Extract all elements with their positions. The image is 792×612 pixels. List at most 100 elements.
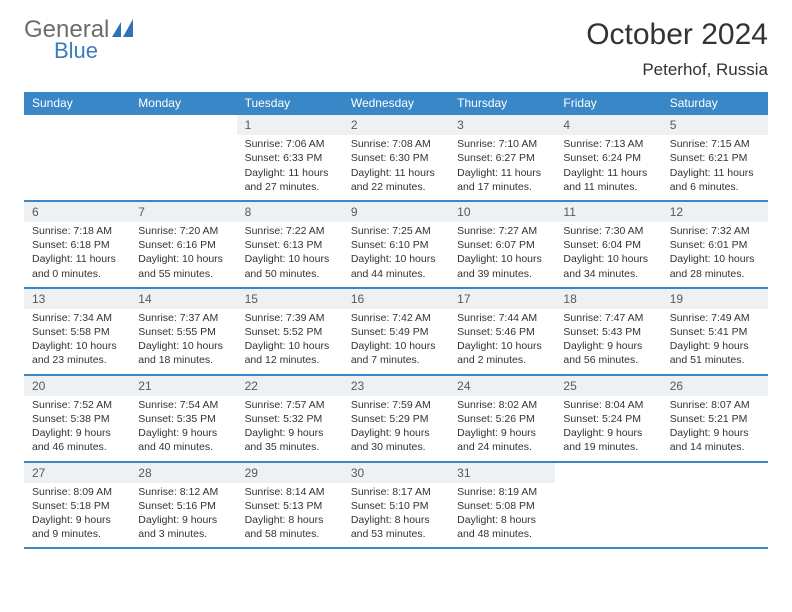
sunset-line: Sunset: 6:01 PM bbox=[670, 238, 760, 252]
sunset-line: Sunset: 5:24 PM bbox=[563, 412, 653, 426]
sunset-line: Sunset: 6:04 PM bbox=[563, 238, 653, 252]
sunset-line: Sunset: 5:41 PM bbox=[670, 325, 760, 339]
cell-body: Sunrise: 7:22 AMSunset: 6:13 PMDaylight:… bbox=[237, 222, 343, 287]
cell-body: Sunrise: 7:15 AMSunset: 6:21 PMDaylight:… bbox=[662, 135, 768, 200]
calendar-cell: 11Sunrise: 7:30 AMSunset: 6:04 PMDayligh… bbox=[555, 202, 661, 287]
calendar-cell: 30Sunrise: 8:17 AMSunset: 5:10 PMDayligh… bbox=[343, 463, 449, 548]
cell-body: Sunrise: 8:07 AMSunset: 5:21 PMDaylight:… bbox=[662, 396, 768, 461]
calendar-cell: 22Sunrise: 7:57 AMSunset: 5:32 PMDayligh… bbox=[237, 376, 343, 461]
sunrise-line: Sunrise: 7:52 AM bbox=[32, 398, 122, 412]
cell-body: Sunrise: 8:17 AMSunset: 5:10 PMDaylight:… bbox=[343, 483, 449, 548]
sunset-line: Sunset: 6:16 PM bbox=[138, 238, 228, 252]
calendar-cell: 28Sunrise: 8:12 AMSunset: 5:16 PMDayligh… bbox=[130, 463, 236, 548]
daylight-line: Daylight: 9 hours and 56 minutes. bbox=[563, 339, 653, 367]
weekday-header: Tuesday bbox=[237, 92, 343, 115]
daylight-line: Daylight: 10 hours and 23 minutes. bbox=[32, 339, 122, 367]
sunrise-line: Sunrise: 7:57 AM bbox=[245, 398, 335, 412]
date-number: 17 bbox=[449, 289, 555, 309]
sunset-line: Sunset: 6:33 PM bbox=[245, 151, 335, 165]
date-number: 28 bbox=[130, 463, 236, 483]
date-number: 23 bbox=[343, 376, 449, 396]
date-number: 9 bbox=[343, 202, 449, 222]
calendar-week: 13Sunrise: 7:34 AMSunset: 5:58 PMDayligh… bbox=[24, 289, 768, 376]
cell-body: Sunrise: 7:57 AMSunset: 5:32 PMDaylight:… bbox=[237, 396, 343, 461]
calendar: SundayMondayTuesdayWednesdayThursdayFrid… bbox=[24, 92, 768, 549]
cell-body: Sunrise: 8:09 AMSunset: 5:18 PMDaylight:… bbox=[24, 483, 130, 548]
date-number: 18 bbox=[555, 289, 661, 309]
date-number: 13 bbox=[24, 289, 130, 309]
brand-name-bottom: Blue bbox=[54, 38, 134, 64]
sunrise-line: Sunrise: 7:25 AM bbox=[351, 224, 441, 238]
daylight-line: Daylight: 11 hours and 11 minutes. bbox=[563, 166, 653, 194]
sunrise-line: Sunrise: 7:32 AM bbox=[670, 224, 760, 238]
cell-body: Sunrise: 7:30 AMSunset: 6:04 PMDaylight:… bbox=[555, 222, 661, 287]
calendar-cell: 14Sunrise: 7:37 AMSunset: 5:55 PMDayligh… bbox=[130, 289, 236, 374]
calendar-cell: 12Sunrise: 7:32 AMSunset: 6:01 PMDayligh… bbox=[662, 202, 768, 287]
month-title: October 2024 bbox=[586, 18, 768, 52]
cell-body: Sunrise: 7:18 AMSunset: 6:18 PMDaylight:… bbox=[24, 222, 130, 287]
calendar-cell: 21Sunrise: 7:54 AMSunset: 5:35 PMDayligh… bbox=[130, 376, 236, 461]
date-number: 31 bbox=[449, 463, 555, 483]
cell-body: Sunrise: 7:08 AMSunset: 6:30 PMDaylight:… bbox=[343, 135, 449, 200]
date-number: 2 bbox=[343, 115, 449, 135]
daylight-line: Daylight: 10 hours and 7 minutes. bbox=[351, 339, 441, 367]
sunrise-line: Sunrise: 7:27 AM bbox=[457, 224, 547, 238]
calendar-cell bbox=[555, 463, 661, 548]
calendar-cell: 5Sunrise: 7:15 AMSunset: 6:21 PMDaylight… bbox=[662, 115, 768, 200]
date-number: 14 bbox=[130, 289, 236, 309]
sunset-line: Sunset: 5:35 PM bbox=[138, 412, 228, 426]
calendar-cell: 29Sunrise: 8:14 AMSunset: 5:13 PMDayligh… bbox=[237, 463, 343, 548]
sunrise-line: Sunrise: 7:30 AM bbox=[563, 224, 653, 238]
sunrise-line: Sunrise: 7:44 AM bbox=[457, 311, 547, 325]
daylight-line: Daylight: 9 hours and 51 minutes. bbox=[670, 339, 760, 367]
cell-body: Sunrise: 7:06 AMSunset: 6:33 PMDaylight:… bbox=[237, 135, 343, 200]
cell-body: Sunrise: 7:27 AMSunset: 6:07 PMDaylight:… bbox=[449, 222, 555, 287]
date-number: 12 bbox=[662, 202, 768, 222]
calendar-cell: 17Sunrise: 7:44 AMSunset: 5:46 PMDayligh… bbox=[449, 289, 555, 374]
cell-body: Sunrise: 7:34 AMSunset: 5:58 PMDaylight:… bbox=[24, 309, 130, 374]
sunrise-line: Sunrise: 8:02 AM bbox=[457, 398, 547, 412]
sunrise-line: Sunrise: 8:09 AM bbox=[32, 485, 122, 499]
cell-body: Sunrise: 7:44 AMSunset: 5:46 PMDaylight:… bbox=[449, 309, 555, 374]
cell-body: Sunrise: 8:12 AMSunset: 5:16 PMDaylight:… bbox=[130, 483, 236, 548]
sunset-line: Sunset: 5:58 PM bbox=[32, 325, 122, 339]
header-right: October 2024 Peterhof, Russia bbox=[586, 18, 768, 80]
date-number: 15 bbox=[237, 289, 343, 309]
daylight-line: Daylight: 10 hours and 12 minutes. bbox=[245, 339, 335, 367]
calendar-cell: 24Sunrise: 8:02 AMSunset: 5:26 PMDayligh… bbox=[449, 376, 555, 461]
weekday-header: Sunday bbox=[24, 92, 130, 115]
date-number: 16 bbox=[343, 289, 449, 309]
daylight-line: Daylight: 11 hours and 6 minutes. bbox=[670, 166, 760, 194]
date-number: 3 bbox=[449, 115, 555, 135]
sunrise-line: Sunrise: 7:08 AM bbox=[351, 137, 441, 151]
sunset-line: Sunset: 6:24 PM bbox=[563, 151, 653, 165]
weekday-header: Friday bbox=[555, 92, 661, 115]
calendar-cell bbox=[24, 115, 130, 200]
cell-body: Sunrise: 8:04 AMSunset: 5:24 PMDaylight:… bbox=[555, 396, 661, 461]
calendar-cell: 9Sunrise: 7:25 AMSunset: 6:10 PMDaylight… bbox=[343, 202, 449, 287]
sunrise-line: Sunrise: 7:06 AM bbox=[245, 137, 335, 151]
calendar-cell: 19Sunrise: 7:49 AMSunset: 5:41 PMDayligh… bbox=[662, 289, 768, 374]
calendar-week: 6Sunrise: 7:18 AMSunset: 6:18 PMDaylight… bbox=[24, 202, 768, 289]
sunrise-line: Sunrise: 7:15 AM bbox=[670, 137, 760, 151]
cell-body: Sunrise: 7:42 AMSunset: 5:49 PMDaylight:… bbox=[343, 309, 449, 374]
daylight-line: Daylight: 9 hours and 3 minutes. bbox=[138, 513, 228, 541]
sunset-line: Sunset: 6:18 PM bbox=[32, 238, 122, 252]
calendar-cell: 2Sunrise: 7:08 AMSunset: 6:30 PMDaylight… bbox=[343, 115, 449, 200]
daylight-line: Daylight: 8 hours and 53 minutes. bbox=[351, 513, 441, 541]
calendar-cell: 3Sunrise: 7:10 AMSunset: 6:27 PMDaylight… bbox=[449, 115, 555, 200]
calendar-cell: 27Sunrise: 8:09 AMSunset: 5:18 PMDayligh… bbox=[24, 463, 130, 548]
daylight-line: Daylight: 9 hours and 35 minutes. bbox=[245, 426, 335, 454]
date-number: 30 bbox=[343, 463, 449, 483]
sunset-line: Sunset: 5:55 PM bbox=[138, 325, 228, 339]
date-number: 5 bbox=[662, 115, 768, 135]
calendar-cell: 13Sunrise: 7:34 AMSunset: 5:58 PMDayligh… bbox=[24, 289, 130, 374]
sunset-line: Sunset: 6:21 PM bbox=[670, 151, 760, 165]
cell-body: Sunrise: 8:02 AMSunset: 5:26 PMDaylight:… bbox=[449, 396, 555, 461]
sunrise-line: Sunrise: 8:04 AM bbox=[563, 398, 653, 412]
cell-body: Sunrise: 7:32 AMSunset: 6:01 PMDaylight:… bbox=[662, 222, 768, 287]
sunset-line: Sunset: 6:10 PM bbox=[351, 238, 441, 252]
sunrise-line: Sunrise: 7:47 AM bbox=[563, 311, 653, 325]
calendar-cell: 4Sunrise: 7:13 AMSunset: 6:24 PMDaylight… bbox=[555, 115, 661, 200]
daylight-line: Daylight: 8 hours and 58 minutes. bbox=[245, 513, 335, 541]
